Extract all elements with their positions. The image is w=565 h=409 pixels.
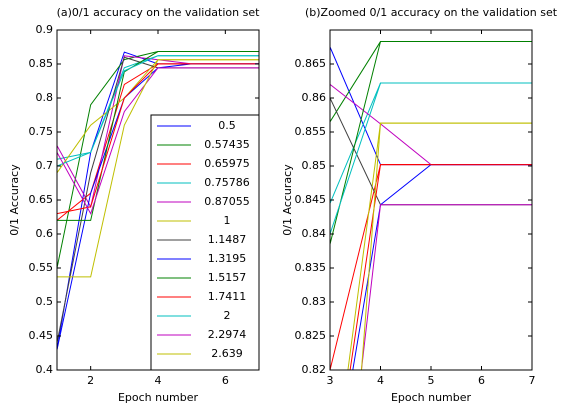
legend-label: 0.75786 <box>204 176 250 189</box>
plot-area <box>330 30 532 370</box>
x-axis-label: Epoch number <box>391 391 472 404</box>
y-axis-label: 0/1 Accuracy <box>281 164 294 236</box>
series-group <box>57 51 259 350</box>
series-line <box>57 59 259 278</box>
legend-label: 1 <box>224 214 231 227</box>
legend-label: 1.3195 <box>208 252 247 265</box>
legend-label: 2 <box>224 309 231 322</box>
y-tick-label: 0.75 <box>29 125 54 138</box>
legend-label: 0.57435 <box>204 138 250 151</box>
y-axis-label: 0/1 Accuracy <box>8 164 21 236</box>
y-tick-label: 0.82 <box>302 363 327 376</box>
series-line <box>360 204 532 370</box>
y-tick-label: 0.8 <box>36 91 54 104</box>
chart-title: (a)0/1 accuracy on the validation set <box>57 6 261 19</box>
series-group <box>330 41 532 370</box>
y-tick-label: 0.9 <box>36 23 54 36</box>
y-tick-label: 0.84 <box>302 227 327 240</box>
y-tick-label: 0.4 <box>36 363 54 376</box>
y-tick-label: 0.6 <box>36 227 54 240</box>
legend-label: 0.5 <box>218 119 236 132</box>
y-tick-label: 0.865 <box>295 57 327 70</box>
series-line <box>57 55 259 167</box>
legend-label: 0.65975 <box>204 157 250 170</box>
y-tick-label: 0.835 <box>295 261 327 274</box>
y-tick-label: 0.83 <box>302 295 327 308</box>
x-tick-label: 6 <box>222 374 229 387</box>
y-tick-label: 0.45 <box>29 329 54 342</box>
y-tick-label: 0.845 <box>295 193 327 206</box>
x-tick-label: 4 <box>377 374 384 387</box>
legend-label: 1.5157 <box>208 271 247 284</box>
y-tick-label: 0.7 <box>36 159 54 172</box>
y-tick-label: 0.86 <box>302 91 327 104</box>
x-tick-label: 5 <box>428 374 435 387</box>
legend-label: 2.2974 <box>208 328 247 341</box>
series-line <box>57 63 259 215</box>
x-axis-label: Epoch number <box>118 391 199 404</box>
legend-label: 1.1487 <box>208 233 247 246</box>
y-tick-label: 0.65 <box>29 193 54 206</box>
x-tick-label: 7 <box>529 374 536 387</box>
chart-title: (b)Zoomed 0/1 accuracy on the validation… <box>305 6 558 19</box>
x-tick-label: 6 <box>478 374 485 387</box>
x-tick-label: 4 <box>155 374 162 387</box>
legend-label: 2.639 <box>211 347 243 360</box>
y-tick-label: 0.85 <box>29 57 54 70</box>
y-tick-label: 0.85 <box>302 159 327 172</box>
y-tick-label: 0.825 <box>295 329 327 342</box>
legend-label: 0.87055 <box>204 195 250 208</box>
series-line <box>330 41 532 259</box>
y-tick-label: 0.855 <box>295 125 327 138</box>
series-line <box>57 51 259 221</box>
y-tick-label: 0.55 <box>29 261 54 274</box>
x-tick-label: 2 <box>87 374 94 387</box>
x-tick-label: 3 <box>327 374 334 387</box>
y-tick-label: 0.5 <box>36 295 54 308</box>
series-line <box>360 122 532 370</box>
series-line <box>349 164 532 370</box>
series-line <box>330 82 532 243</box>
legend-label: 1.7411 <box>208 290 247 303</box>
series-line <box>57 67 259 215</box>
legend-box <box>150 114 260 371</box>
